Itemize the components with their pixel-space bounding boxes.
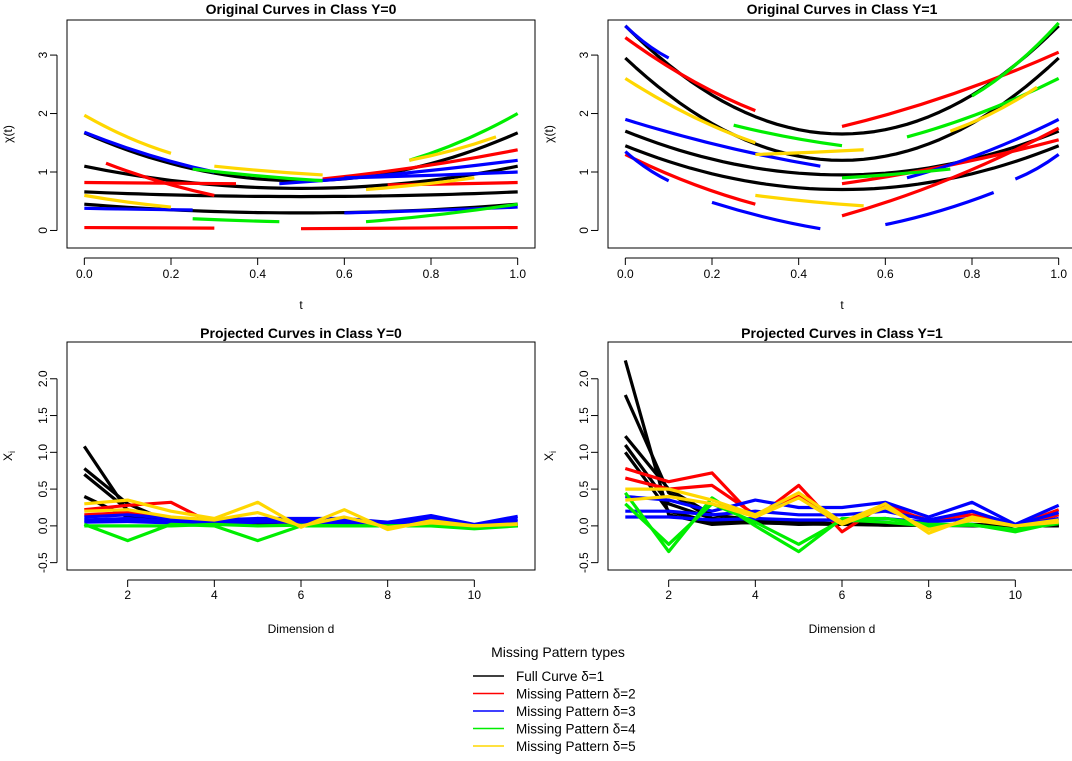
series-line-12: [84, 208, 192, 210]
panel-title: Original Curves in Class Y=1: [747, 1, 938, 17]
x-tick-label: 8: [925, 588, 932, 602]
panel-title: Original Curves in Class Y=0: [206, 1, 397, 17]
series-line-5: [84, 228, 214, 229]
x-tick-label: 2: [124, 588, 131, 602]
y-tick-label: 1: [577, 168, 591, 175]
x-axis: 0.0 0.2 0.4 0.6 0.8 1.0 t: [76, 258, 526, 312]
series-line-3: [84, 192, 517, 197]
series-line-6: [842, 52, 1059, 126]
y-tick-label: 0.0: [36, 517, 50, 534]
y-axis: -0.5 0.0 0.5 1.0 1.5 2.0 Xi: [1, 370, 57, 573]
x-tick-label: 8: [384, 588, 391, 602]
y-tick-label: 2: [577, 110, 591, 117]
series-group: [625, 23, 1058, 229]
x-axis-label: Dimension d: [268, 622, 335, 636]
y-tick-label: 2.0: [577, 370, 591, 387]
x-axis-label: t: [299, 298, 303, 312]
y-tick-label: 0.0: [577, 517, 591, 534]
legend-label: Missing Pattern δ=5: [516, 739, 636, 754]
y-axis: 0 1 2 3 χ(t): [1, 51, 57, 233]
y-tick-label: 2: [36, 110, 50, 117]
y-tick-label: 3: [36, 51, 50, 58]
x-tick-label: 4: [752, 588, 759, 602]
y-tick-label: 1.5: [36, 407, 50, 424]
x-tick-label: 0.2: [163, 267, 180, 281]
y-tick-label: 0: [36, 227, 50, 234]
y-tick-label: 1.0: [36, 444, 50, 461]
legend-title: Missing Pattern types: [491, 644, 625, 660]
x-tick-label: 2: [665, 588, 672, 602]
y-axis-label: χ(t): [542, 125, 556, 143]
x-tick-label: 1.0: [509, 267, 526, 281]
panel-title: Projected Curves in Class Y=0: [200, 325, 402, 341]
x-tick-label: 10: [468, 588, 482, 602]
x-tick-label: 0.8: [423, 267, 440, 281]
x-axis-label: Dimension d: [809, 622, 876, 636]
series-group: [625, 360, 1058, 551]
y-axis: 0 1 2 3 χ(t): [542, 51, 598, 233]
x-tick-label: 0.2: [704, 267, 721, 281]
x-axis: 2 4 6 8 10 Dimension d: [665, 580, 1022, 636]
legend-label: Full Curve δ=1: [516, 669, 604, 684]
x-tick-label: 0.0: [617, 267, 634, 281]
panel-2: Original Curves in Class Y=1 0.0 0.2 0.4 0.6…: [542, 1, 1072, 312]
x-tick-label: 4: [211, 588, 218, 602]
y-tick-label: 3: [577, 51, 591, 58]
y-tick-label: 0.5: [577, 480, 591, 497]
panel-3: Projected Curves in Class Y=0 2 4 6 8 10 Dimen…: [1, 325, 535, 636]
y-tick-label: 1.0: [577, 444, 591, 461]
legend: Missing Pattern types Full Curve δ=1 Missi…: [473, 644, 636, 754]
y-axis: -0.5 0.0 0.5 1.0 1.5 2.0 Xi: [542, 370, 598, 573]
legend-label: Missing Pattern δ=4: [516, 722, 636, 737]
panel-title: Projected Curves in Class Y=1: [741, 325, 943, 341]
y-tick-label: 1.5: [577, 407, 591, 424]
y-tick-label: 1: [36, 168, 50, 175]
x-tick-label: 0.0: [76, 267, 93, 281]
y-tick-label: -0.5: [577, 552, 591, 573]
x-tick-label: 0.4: [249, 267, 266, 281]
y-axis-label: Xi: [1, 451, 17, 461]
legend-label: Missing Pattern δ=2: [516, 687, 636, 702]
x-axis-label: t: [840, 298, 844, 312]
y-axis-label: Xi: [542, 451, 558, 461]
y-tick-label: 0: [577, 227, 591, 234]
series-line-6: [301, 228, 518, 229]
x-tick-label: 0.6: [336, 267, 353, 281]
x-tick-label: 0.4: [790, 267, 807, 281]
x-axis: 2 4 6 8 10 Dimension d: [124, 580, 481, 636]
legend-label: Missing Pattern δ=3: [516, 704, 636, 719]
series-line-13: [712, 202, 820, 228]
x-tick-label: 1.0: [1050, 267, 1067, 281]
x-axis: 0.0 0.2 0.4 0.6 0.8 1.0 t: [617, 258, 1067, 312]
x-tick-label: 10: [1009, 588, 1023, 602]
panel-4: Projected Curves in Class Y=1 2 4 6 8 10 Dimen…: [542, 325, 1072, 636]
series-line-8: [842, 128, 1059, 216]
series-line-11: [84, 132, 214, 172]
y-tick-label: 0.5: [36, 480, 50, 497]
series-group: [84, 446, 517, 540]
series-group: [84, 114, 517, 229]
series-line-16: [193, 219, 280, 222]
x-tick-label: 0.6: [877, 267, 894, 281]
x-tick-label: 0.8: [964, 267, 981, 281]
y-axis-label: χ(t): [1, 125, 15, 143]
series-line-22: [755, 195, 863, 206]
panel-1: Original Curves in Class Y=0 0.0 0.2 0.4 0.6…: [1, 1, 535, 312]
y-tick-label: 2.0: [36, 370, 50, 387]
x-tick-label: 6: [839, 588, 846, 602]
y-tick-label: -0.5: [36, 552, 50, 573]
x-tick-label: 6: [298, 588, 305, 602]
